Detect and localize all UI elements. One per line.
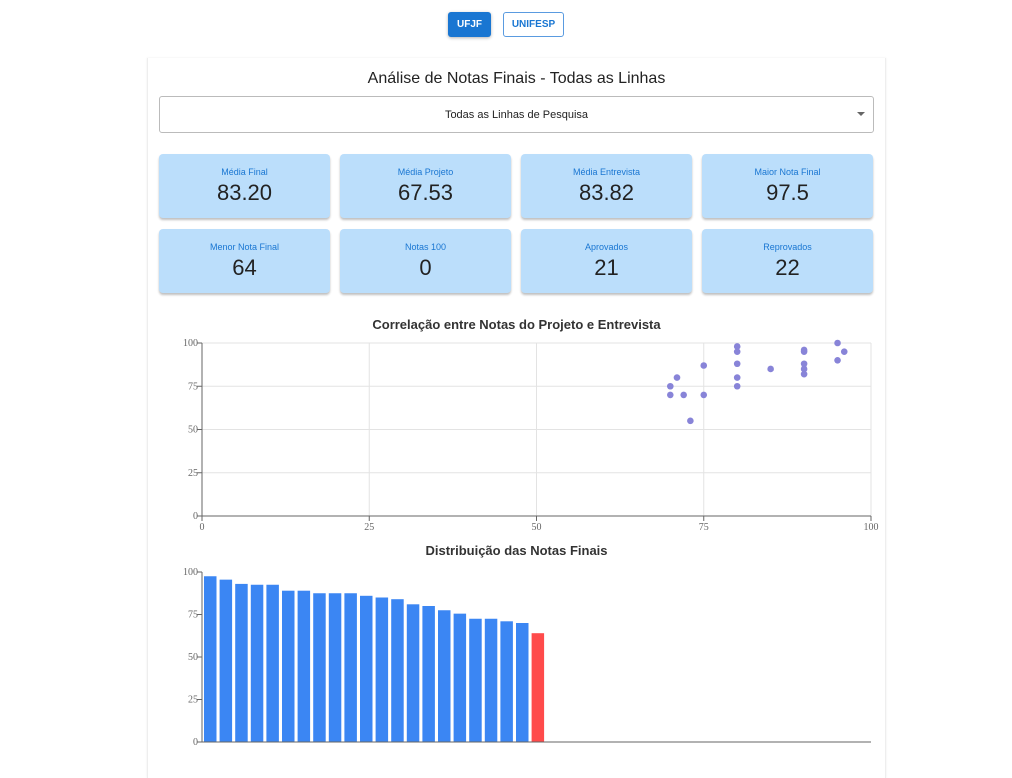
y-tick-label: 100 [183, 338, 198, 349]
stat-label: Média Projeto [397, 167, 454, 177]
scatter-point [834, 339, 841, 347]
stat-card: Média Final 83.20 [159, 154, 330, 218]
y-tick-label: 75 [188, 381, 198, 392]
stat-card: Aprovados 21 [521, 229, 692, 293]
stat-label: Média Final [221, 167, 268, 177]
y-tick-label: 25 [188, 695, 198, 706]
scatter-point [800, 360, 808, 368]
stat-card: Média Projeto 67.53 [340, 154, 511, 218]
bar [500, 621, 513, 742]
stat-label: Reprovados [763, 242, 812, 252]
stat-card: Média Entrevista 83.82 [521, 154, 692, 218]
bar [453, 613, 467, 742]
stat-card: Maior Nota Final 97.5 [702, 154, 873, 218]
stat-value: 83.20 [216, 180, 273, 205]
scatter-title: Correlação entre Notas do Projeto e Entr… [372, 317, 661, 332]
tab-ufjf[interactable]: UFJF [448, 12, 491, 37]
stat-value: 0 [419, 255, 432, 280]
bar [313, 593, 326, 742]
y-tick-label: 25 [188, 468, 198, 479]
stat-label: Maior Nota Final [754, 167, 821, 177]
stat-card: Menor Nota Final 64 [159, 229, 330, 293]
scatter-point [700, 391, 708, 399]
bar [531, 633, 545, 742]
y-tick-label: 50 [188, 652, 198, 663]
stat-value: 67.53 [397, 180, 454, 205]
scatter-point [733, 348, 741, 355]
scatter-point [800, 365, 808, 373]
scatter-point [733, 382, 741, 390]
stat-label: Menor Nota Final [209, 242, 280, 252]
bar [422, 606, 435, 742]
bar [484, 618, 498, 742]
stat-label: Aprovados [584, 242, 629, 252]
scatter-point [834, 357, 841, 364]
scatter-point [733, 360, 741, 368]
scatter-point [667, 391, 674, 399]
bar [375, 597, 389, 742]
x-tick-label: 0 [200, 522, 205, 533]
y-tick-label: 75 [188, 610, 198, 621]
bar [297, 590, 311, 742]
bar [516, 623, 529, 742]
scatter-point [673, 374, 681, 381]
bar [235, 583, 248, 742]
x-tick-label: 50 [532, 522, 542, 533]
scatter-point [800, 370, 808, 378]
y-tick-label: 0 [193, 737, 198, 748]
stat-value: 97.5 [766, 180, 809, 205]
chevron-down-icon [857, 112, 865, 116]
stat-value: 83.82 [578, 180, 635, 205]
scatter-point [687, 417, 694, 425]
y-tick-label: 50 [188, 425, 198, 436]
y-tick-label: 100 [183, 567, 198, 578]
scatter-point [840, 348, 848, 355]
stat-value: 22 [775, 255, 800, 280]
dashboard-panel [147, 58, 886, 778]
bar [438, 610, 451, 742]
y-tick-label: 0 [193, 511, 198, 522]
bar [219, 579, 233, 742]
bar [391, 599, 404, 742]
bar [204, 576, 217, 742]
research-line-select[interactable]: Todas as Linhas de Pesquisa [159, 96, 874, 133]
bar [469, 618, 482, 742]
stat-card: Reprovados 22 [702, 229, 873, 293]
scatter-point [733, 374, 741, 381]
scatter-point [800, 348, 808, 355]
bar [360, 595, 373, 742]
bar-title: Distribuição das Notas Finais [425, 543, 608, 558]
scatter-point [767, 365, 774, 373]
stat-value: 64 [232, 255, 257, 280]
stat-label: Notas 100 [404, 242, 447, 252]
bar [406, 604, 420, 742]
select-value: Todas as Linhas de Pesquisa [444, 108, 589, 121]
x-tick-label: 25 [364, 522, 374, 533]
bar [328, 593, 342, 742]
bar [344, 593, 357, 742]
x-tick-label: 75 [699, 522, 709, 533]
bar [266, 584, 279, 742]
scatter-point [700, 362, 708, 369]
scatter-point [680, 391, 687, 399]
page-title: Análise de Notas Finais - Todas as Linha… [367, 70, 666, 87]
stat-card: Notas 100 0 [340, 229, 511, 293]
tab-unifesp[interactable]: UNIFESP [503, 12, 564, 37]
bar [250, 584, 264, 742]
bar [282, 590, 295, 742]
stat-label: Média Entrevista [572, 167, 641, 177]
x-tick-label: 100 [864, 522, 879, 533]
scatter-point [667, 382, 674, 390]
scatter-point [733, 343, 741, 350]
stat-value: 21 [594, 255, 619, 280]
